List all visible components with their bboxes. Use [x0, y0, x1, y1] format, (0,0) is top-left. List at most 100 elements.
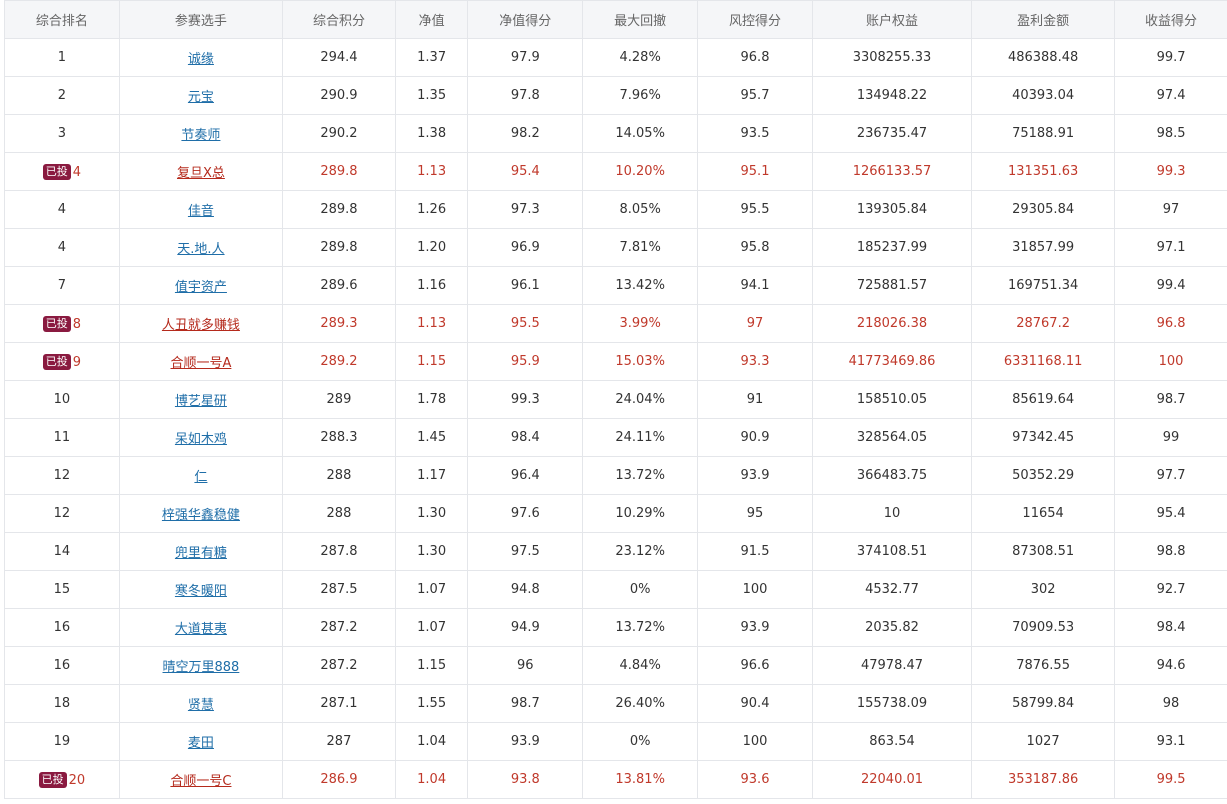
- profit-cell: 29305.84: [971, 190, 1116, 229]
- equity-cell: 3308255.33: [811, 38, 973, 77]
- header-risk-score[interactable]: 风控得分: [697, 0, 813, 39]
- rank-value: 4: [57, 240, 67, 255]
- player-link[interactable]: 合顺一号A: [170, 356, 232, 371]
- player-link[interactable]: 节奏师: [181, 128, 221, 143]
- nav-score-cell: 95.4: [467, 152, 584, 191]
- nav-score-cell: 96.9: [467, 228, 584, 267]
- equity-cell: 47978.47: [811, 646, 973, 685]
- header-return-score[interactable]: 收益得分: [1114, 0, 1227, 39]
- return-score-cell: 99.7: [1114, 38, 1227, 77]
- total-score-cell: 290.9: [282, 76, 396, 115]
- rank-cell: 已投 8: [4, 304, 120, 343]
- header-max-drawdown[interactable]: 最大回撤: [582, 0, 699, 39]
- nav-cell: 1.78: [394, 380, 469, 419]
- invested-badge: 已投: [38, 771, 67, 788]
- player-link[interactable]: 天.地.人: [177, 242, 225, 257]
- rank-value: 12: [53, 468, 71, 483]
- player-link[interactable]: 呆如木鸡: [174, 432, 227, 447]
- rank-cell: 已投 4: [4, 152, 120, 191]
- max-drawdown-cell: 3.99%: [582, 304, 699, 343]
- player-link[interactable]: 兜里有糖: [174, 546, 227, 561]
- player-cell: 节奏师: [118, 114, 284, 153]
- total-score-cell: 289: [282, 380, 396, 419]
- header-total-score[interactable]: 综合积分: [282, 0, 396, 39]
- risk-score-cell: 93.9: [697, 456, 813, 495]
- player-link[interactable]: 梓强华鑫稳健: [161, 508, 240, 523]
- rank-cell: 12: [4, 494, 120, 533]
- nav-score-cell: 98.2: [467, 114, 584, 153]
- return-score-cell: 97: [1114, 190, 1227, 229]
- nav-cell: 1.30: [394, 532, 469, 571]
- max-drawdown-cell: 13.72%: [582, 456, 699, 495]
- player-link[interactable]: 晴空万里888: [162, 660, 240, 675]
- header-rank[interactable]: 综合排名: [4, 0, 120, 39]
- rank-value: 12: [53, 506, 71, 521]
- nav-score-cell: 95.5: [467, 304, 584, 343]
- nav-cell: 1.35: [394, 76, 469, 115]
- invested-badge: 已投: [42, 315, 71, 332]
- header-profit[interactable]: 盈利金额: [971, 0, 1116, 39]
- nav-score-cell: 95.9: [467, 342, 584, 381]
- table-row: 4 天.地.人 289.8 1.20 96.9 7.81% 95.8 185237.99 318…: [4, 228, 1227, 267]
- rank-value: 4: [57, 202, 67, 217]
- return-score-cell: 97.7: [1114, 456, 1227, 495]
- player-cell: 天.地.人: [118, 228, 284, 267]
- header-nav[interactable]: 净值: [394, 0, 469, 39]
- total-score-cell: 288.3: [282, 418, 396, 457]
- rank-cell: 4: [4, 228, 120, 267]
- nav-cell: 1.15: [394, 646, 469, 685]
- return-score-cell: 99.5: [1114, 760, 1227, 799]
- nav-score-cell: 97.5: [467, 532, 584, 571]
- player-link[interactable]: 诚缘: [187, 52, 214, 67]
- player-link[interactable]: 大道甚夷: [174, 622, 227, 637]
- rank-value: 20: [68, 772, 86, 788]
- player-link[interactable]: 博艺星研: [174, 394, 227, 409]
- header-player[interactable]: 参赛选手: [118, 0, 284, 39]
- player-link[interactable]: 佳音: [187, 204, 214, 219]
- player-link[interactable]: 人丑就多赚钱: [161, 318, 240, 333]
- player-link[interactable]: 复旦X总: [176, 166, 225, 181]
- total-score-cell: 287: [282, 722, 396, 761]
- player-link[interactable]: 合顺一号C: [170, 774, 232, 789]
- player-cell: 合顺一号C: [118, 760, 284, 799]
- return-score-cell: 100: [1114, 342, 1227, 381]
- player-link[interactable]: 元宝: [187, 90, 214, 105]
- profit-cell: 50352.29: [971, 456, 1116, 495]
- return-score-cell: 96.8: [1114, 304, 1227, 343]
- risk-score-cell: 90.4: [697, 684, 813, 723]
- risk-score-cell: 91.5: [697, 532, 813, 571]
- nav-cell: 1.13: [394, 304, 469, 343]
- table-row: 11 呆如木鸡 288.3 1.45 98.4 24.11% 90.9 328564.05 97…: [4, 418, 1227, 457]
- header-nav-score[interactable]: 净值得分: [467, 0, 584, 39]
- player-link[interactable]: 仁: [194, 470, 208, 485]
- total-score-cell: 289.8: [282, 190, 396, 229]
- rank-cell: 12: [4, 456, 120, 495]
- max-drawdown-cell: 24.11%: [582, 418, 699, 457]
- player-cell: 复旦X总: [118, 152, 284, 191]
- risk-score-cell: 90.9: [697, 418, 813, 457]
- total-score-cell: 287.1: [282, 684, 396, 723]
- return-score-cell: 98: [1114, 684, 1227, 723]
- rank-cell: 10: [4, 380, 120, 419]
- player-link[interactable]: 麦田: [187, 736, 214, 751]
- rank-cell: 1: [4, 38, 120, 77]
- risk-score-cell: 95.8: [697, 228, 813, 267]
- equity-cell: 139305.84: [811, 190, 973, 229]
- total-score-cell: 290.2: [282, 114, 396, 153]
- rank-cell: 16: [4, 608, 120, 647]
- player-link[interactable]: 值宇资产: [174, 280, 227, 295]
- player-link[interactable]: 贤慧: [187, 698, 214, 713]
- return-score-cell: 99.3: [1114, 152, 1227, 191]
- rank-cell: 19: [4, 722, 120, 761]
- rank-cell: 已投 20: [4, 760, 120, 799]
- max-drawdown-cell: 14.05%: [582, 114, 699, 153]
- risk-score-cell: 93.3: [697, 342, 813, 381]
- equity-cell: 725881.57: [811, 266, 973, 305]
- header-equity[interactable]: 账户权益: [811, 0, 973, 39]
- nav-score-cell: 93.8: [467, 760, 584, 799]
- nav-score-cell: 97.6: [467, 494, 584, 533]
- player-link[interactable]: 寒冬暖阳: [174, 584, 227, 599]
- max-drawdown-cell: 7.81%: [582, 228, 699, 267]
- rank-cell: 7: [4, 266, 120, 305]
- return-score-cell: 94.6: [1114, 646, 1227, 685]
